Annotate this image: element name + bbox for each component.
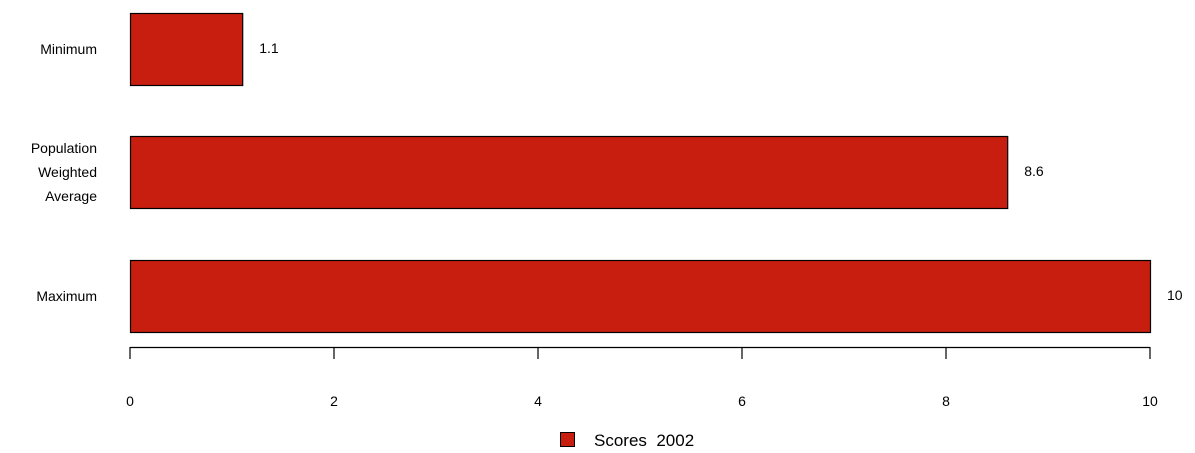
- x-axis: 0 2 4 6 8 10: [126, 346, 1158, 409]
- data-labels: 1.1 8.6 10: [259, 40, 1183, 303]
- category-label-minimum: Minimum: [40, 41, 97, 57]
- bar-population-weighted-average: [129, 135, 1009, 210]
- x-tick-label-2: 2: [330, 393, 338, 409]
- category-label-maximum: Maximum: [36, 288, 97, 304]
- x-tick-label-0: 0: [126, 393, 134, 409]
- category-labels: Minimum Population Weighted Average Maximum: [31, 41, 97, 304]
- x-tick-label-10: 10: [1142, 393, 1158, 409]
- data-label-minimum: 1.1: [259, 40, 279, 56]
- bars: [129, 12, 1152, 334]
- x-tick-label-6: 6: [738, 393, 746, 409]
- legend-label: Scores 2002: [594, 431, 694, 450]
- x-tick-label-4: 4: [534, 393, 542, 409]
- data-label-maximum: 10: [1167, 287, 1183, 303]
- x-tick-label-8: 8: [942, 393, 950, 409]
- legend-swatch: [560, 432, 575, 447]
- bar-minimum: [129, 12, 244, 87]
- bar-maximum: [129, 259, 1152, 334]
- data-label-population-weighted-average: 8.6: [1024, 163, 1044, 179]
- category-label-population-weighted-average: Population Weighted Average: [31, 140, 97, 204]
- legend: Scores 2002: [560, 431, 694, 450]
